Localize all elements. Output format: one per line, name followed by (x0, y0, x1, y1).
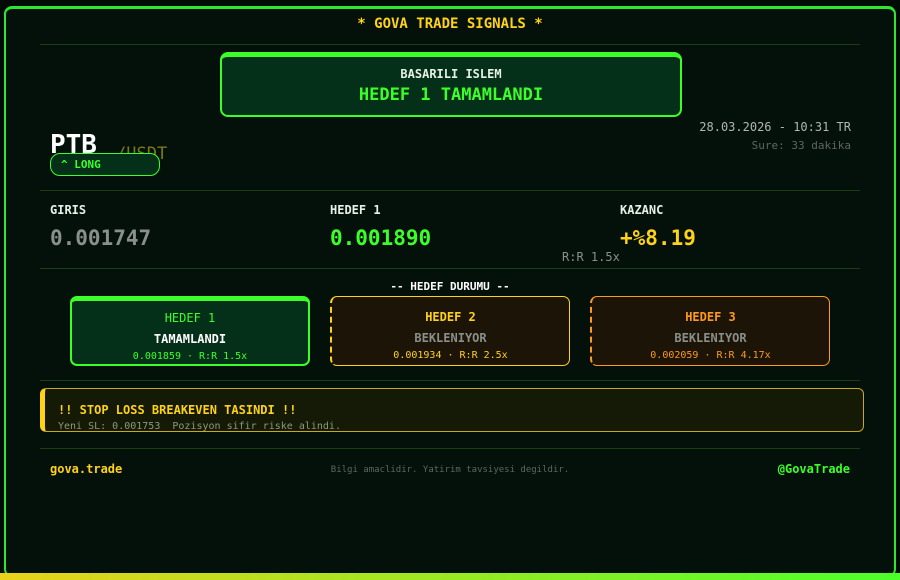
duration: Sure: 33 dakika (751, 139, 851, 152)
target-name: HEDEF 1 (164, 311, 216, 325)
divider (40, 268, 860, 269)
divider (40, 380, 860, 381)
target-card: HEDEF 2 BEKLENIYOR 0.001934 · R:R 2.5x (330, 296, 570, 366)
profit-label: KAZANC (620, 203, 664, 217)
target-status: BEKLENIYOR (674, 331, 747, 345)
divider (40, 190, 860, 191)
footer-handle: @GovaTrade (777, 462, 850, 476)
alert-title: !! STOP LOSS BREAKEVEN TASINDI !! (58, 403, 297, 417)
direction-badge: ^ LONG (50, 153, 160, 176)
target-card: HEDEF 3 BEKLENIYOR 0.002059 · R:R 4.17x (590, 296, 830, 366)
target-status: TAMAMLANDI (153, 332, 227, 346)
target-value: 0.001890 (330, 226, 432, 250)
entry-label: GIRIS (50, 203, 87, 217)
divider (40, 448, 860, 449)
datetime: 28.03.2026 - 10:31 TR (699, 120, 851, 134)
header-title: * GOVA TRADE SIGNALS * (357, 16, 543, 32)
alert-text: Yeni SL: 0.001753 Pozisyon sifir riske a… (58, 421, 341, 432)
target-detail: 0.001934 · R:R 2.5x (393, 350, 508, 361)
target-rr: R:R 1.5x (562, 250, 620, 264)
footer-disclaimer: Bilgi amaclidir. Yatirim tavsiyesi degil… (330, 465, 570, 475)
entry-value: 0.001747 (50, 226, 152, 250)
target-label: HEDEF 1 (330, 203, 381, 217)
bottom-bar (0, 573, 900, 580)
target-name: HEDEF 2 (425, 310, 476, 324)
target-name: HEDEF 3 (685, 310, 736, 324)
alert: !! STOP LOSS BREAKEVEN TASINDI !! Yeni S… (40, 388, 864, 432)
banner: BASARILI ISLEM HEDEF 1 TAMAMLANDI (220, 52, 682, 117)
targets-heading: -- HEDEF DURUMU -- (390, 280, 510, 293)
footer-site: gova.trade (50, 462, 123, 476)
target-detail: 0.002059 · R:R 4.17x (650, 350, 771, 361)
profit-value: +%8.19 (620, 226, 696, 250)
target-detail: 0.001859 · R:R 1.5x (132, 351, 248, 362)
banner-label: BASARILI ISLEM (400, 67, 502, 81)
banner-title: HEDEF 1 TAMAMLANDI (358, 85, 544, 105)
target-status: BEKLENIYOR (414, 331, 487, 345)
divider (40, 44, 860, 45)
target-card: HEDEF 1 TAMAMLANDI 0.001859 · R:R 1.5x (70, 296, 310, 366)
